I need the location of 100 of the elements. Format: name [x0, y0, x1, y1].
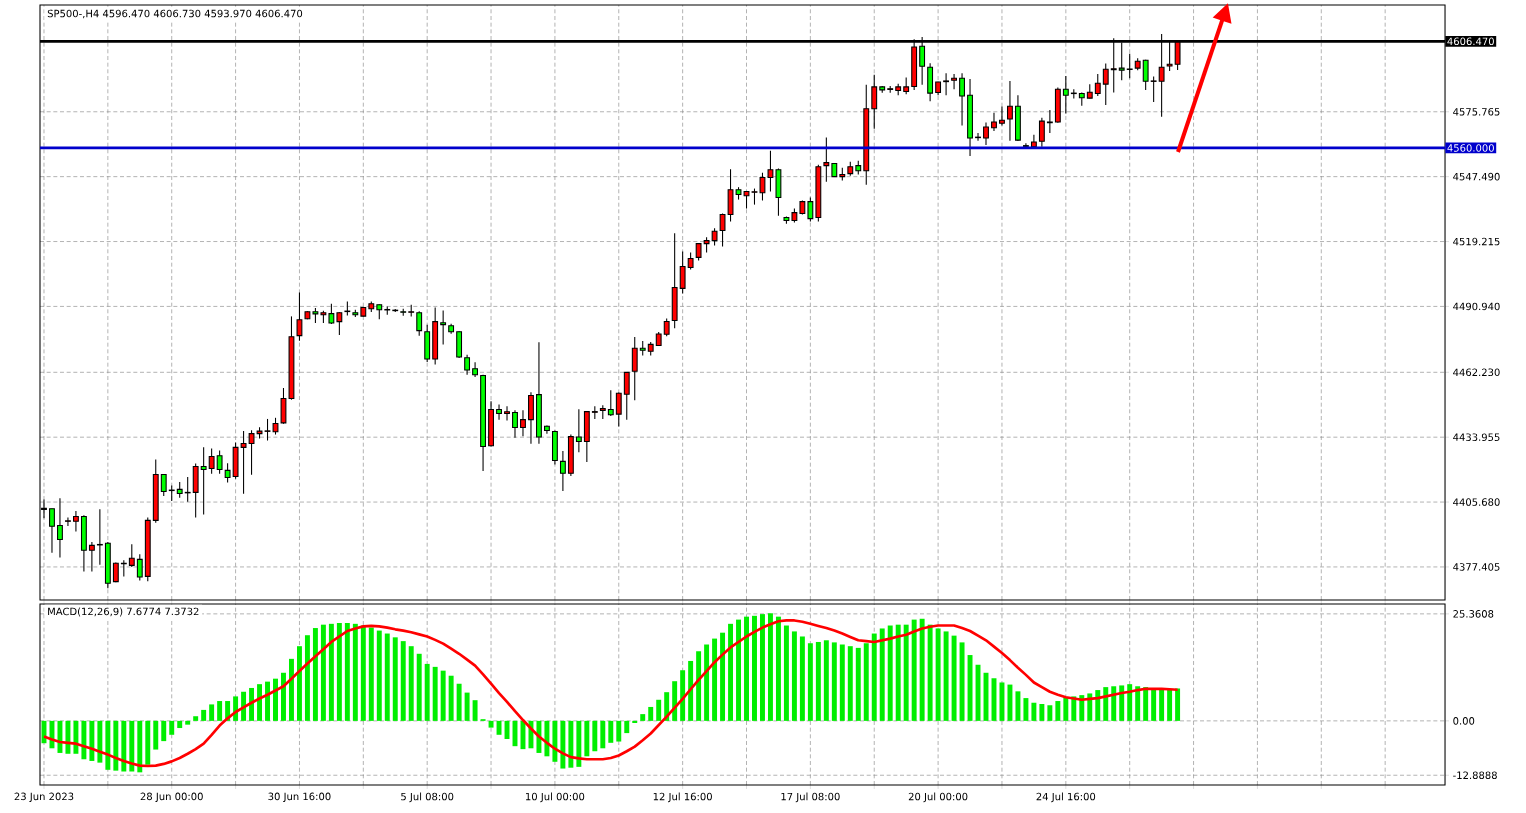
bar	[161, 720, 167, 742]
bar	[576, 720, 582, 767]
candlestick	[224, 462, 231, 484]
bar	[169, 720, 175, 735]
candlestick	[679, 250, 686, 294]
candlestick	[871, 74, 878, 130]
bar	[736, 619, 741, 721]
bar	[847, 646, 853, 721]
bar	[384, 633, 390, 721]
bar	[121, 720, 127, 772]
bar	[728, 623, 734, 721]
bar	[448, 675, 454, 721]
bar	[440, 670, 446, 721]
candlestick	[128, 543, 135, 568]
candlestick	[1062, 75, 1069, 115]
bar	[1175, 688, 1181, 721]
candlestick	[559, 450, 566, 492]
candlestick	[1102, 62, 1109, 106]
bar	[656, 699, 662, 721]
bar	[296, 646, 302, 721]
candlestick	[208, 448, 215, 475]
bar	[600, 720, 606, 749]
candlestick	[96, 508, 103, 566]
y-tick-label: 4547.490	[1453, 172, 1500, 181]
bar	[760, 614, 765, 721]
candlestick	[1007, 80, 1013, 142]
bar	[113, 720, 119, 771]
candlestick	[1126, 53, 1133, 79]
bar	[1135, 686, 1141, 721]
bar	[360, 625, 366, 721]
bar	[1055, 701, 1061, 721]
bar	[807, 643, 813, 721]
candlestick	[1142, 59, 1149, 91]
bar	[767, 613, 773, 721]
bar	[871, 633, 877, 721]
bar	[376, 630, 382, 721]
bar	[863, 643, 869, 721]
bar	[312, 628, 318, 721]
bar	[632, 720, 638, 723]
candlestick	[200, 446, 207, 515]
candlestick	[1030, 134, 1037, 148]
candlestick	[65, 517, 71, 527]
bar	[959, 642, 965, 721]
bar	[281, 672, 286, 721]
bar	[616, 720, 622, 742]
bar	[217, 701, 223, 721]
bar	[416, 653, 422, 721]
bar	[855, 647, 861, 721]
bar	[720, 632, 726, 721]
bar	[672, 681, 678, 721]
bar	[57, 720, 63, 753]
bar	[999, 682, 1005, 721]
y-tick-label: 25.3608	[1453, 610, 1494, 618]
bar	[105, 720, 111, 770]
candlestick	[504, 405, 510, 422]
bar	[1047, 705, 1053, 721]
bar	[935, 628, 941, 721]
bar	[552, 720, 558, 762]
candlestick	[440, 309, 447, 346]
bar	[823, 640, 829, 721]
bar	[145, 720, 151, 765]
candlestick	[472, 361, 479, 378]
bar	[336, 622, 342, 721]
bar	[895, 624, 901, 721]
candlestick	[520, 409, 526, 437]
candlestick	[328, 303, 335, 325]
bar	[193, 716, 199, 721]
bar	[177, 720, 183, 729]
candlestick	[999, 105, 1005, 126]
candlestick	[615, 392, 622, 428]
bar	[815, 641, 821, 721]
y-tick-label: 4405.680	[1453, 498, 1500, 506]
candlestick	[1038, 117, 1045, 148]
bar	[1087, 693, 1093, 721]
bar	[257, 684, 263, 721]
bar	[265, 681, 270, 721]
bar	[201, 709, 207, 721]
candlestick	[631, 336, 638, 401]
y-tick-label: -12.8888	[1453, 771, 1497, 780]
bar	[320, 624, 326, 721]
bar	[887, 625, 893, 721]
bar	[137, 720, 143, 773]
x-tick-label: 17 Jul 08:00	[781, 792, 840, 803]
bar	[488, 720, 494, 728]
candlestick	[49, 508, 55, 554]
bar	[1063, 697, 1069, 721]
bar	[688, 660, 694, 721]
bar	[592, 720, 598, 752]
y-tick-label: 0.00	[1453, 717, 1475, 725]
bar	[1167, 689, 1173, 721]
x-tick-label: 23 Jun 2023	[14, 792, 74, 803]
candlestick	[823, 136, 830, 183]
x-tick-label: 5 Jul 08:00	[401, 792, 454, 803]
bar	[752, 615, 757, 721]
ref-line-label: 4606.470	[1447, 37, 1494, 46]
bar	[89, 720, 95, 761]
bar	[951, 635, 957, 721]
candlestick	[807, 196, 814, 223]
x-tick-label: 12 Jul 16:00	[653, 792, 712, 803]
bar	[1095, 690, 1101, 721]
